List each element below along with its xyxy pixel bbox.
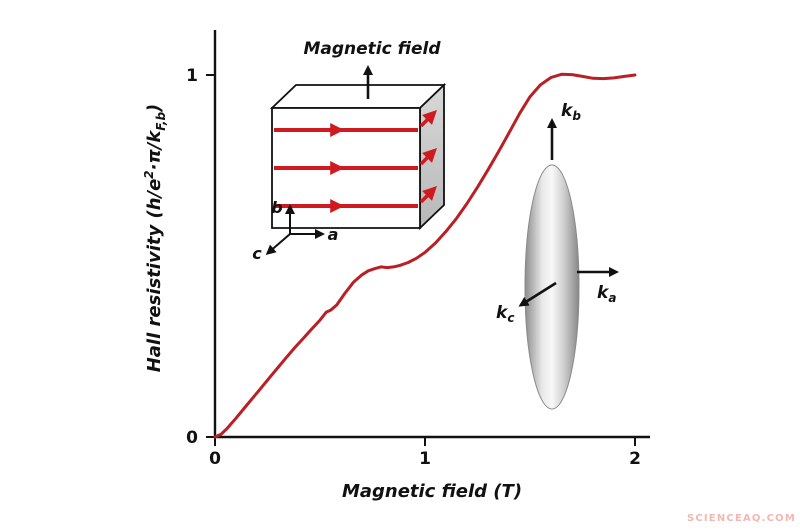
side-arrow-3 (419, 186, 437, 204)
cube-inset-title: Magnetic field (303, 39, 441, 59)
a-axis-letter: a (328, 225, 339, 244)
x-tick-label-0: 0 (209, 449, 221, 469)
kc-label: kc (496, 303, 514, 325)
c-axis-letter: c (252, 244, 262, 263)
y-axis-label: Hall resistivity (h/e2·π/kF,b) (142, 104, 168, 373)
side-arrow-2 (419, 148, 437, 166)
watermark: SCIENCEAQ.COM (687, 513, 796, 524)
x-tick-label-2: 2 (629, 449, 641, 469)
kc-arrow (518, 281, 557, 307)
y-tick-label-0: 0 (186, 428, 198, 448)
cube-right-face (419, 82, 445, 231)
c-axis-arrow (265, 233, 291, 255)
cube-inset: Magnetic field b a c (252, 39, 447, 263)
x-axis-label: Magnetic field (T) (342, 481, 522, 502)
ka-label: ka (597, 283, 616, 305)
hall-curve (213, 72, 637, 439)
b-axis-letter: b (271, 198, 282, 217)
x-tick-label-1: 1 (419, 449, 431, 469)
cube-top-face (269, 84, 447, 109)
fermi-surface-inset: kb ka kc (496, 101, 619, 410)
y-tick-label-1: 1 (186, 66, 198, 86)
kb-label: kb (561, 101, 581, 123)
side-arrow-1 (419, 110, 437, 128)
